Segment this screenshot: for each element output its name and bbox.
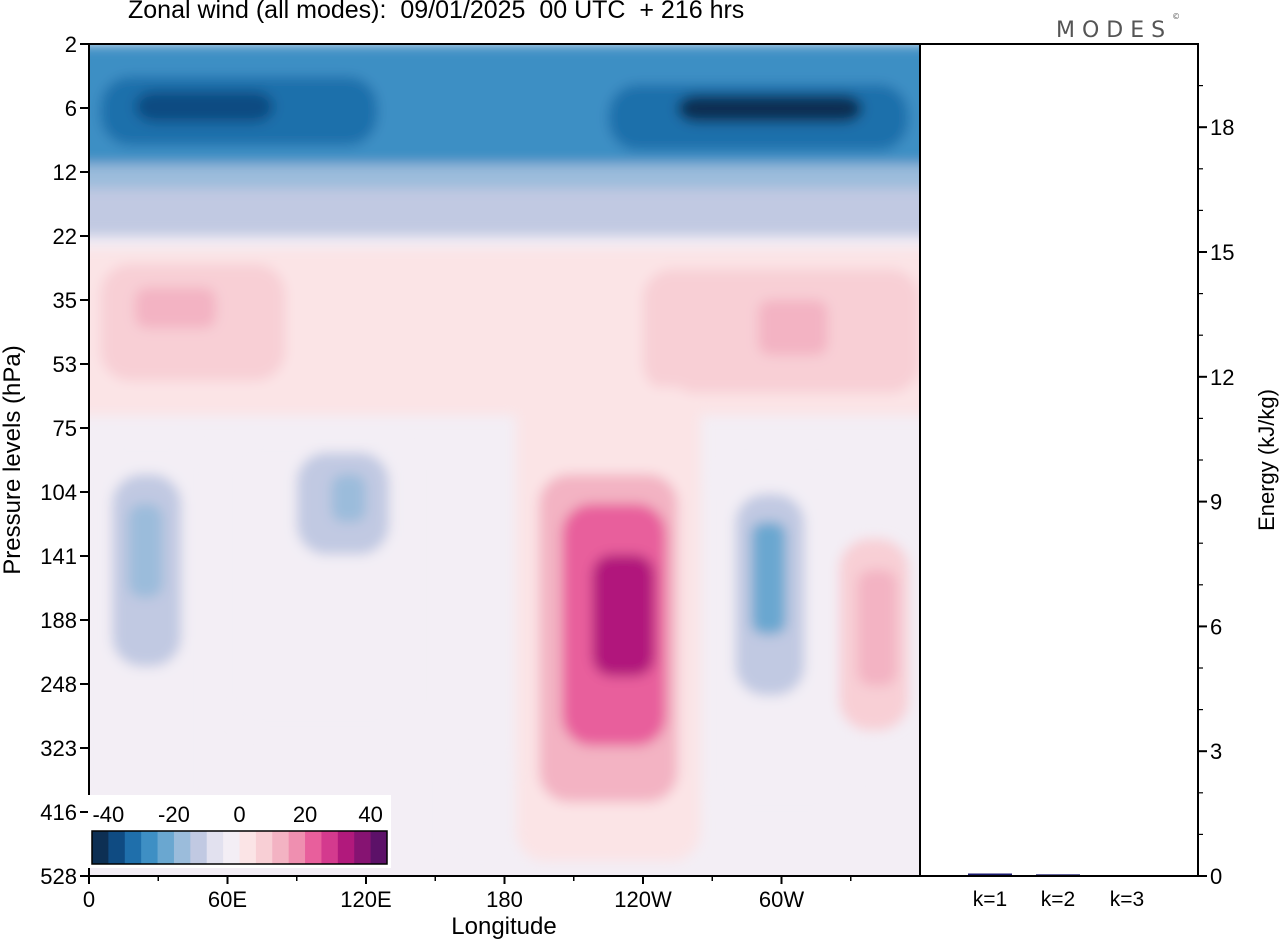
x-tick-label: 120E — [340, 887, 391, 912]
energy-tick-label: 18 — [1210, 115, 1234, 140]
energy-frame — [919, 43, 1199, 877]
energy-axis-label: Energy (kJ/kg) — [1254, 389, 1279, 531]
colorbar-frame — [91, 830, 388, 865]
y-tick-label: 416 — [40, 800, 77, 825]
y-tick-label: 22 — [53, 224, 77, 249]
heatmap-field — [89, 44, 920, 876]
logo-copyright-mark: © — [1172, 11, 1181, 21]
colorbar-tick-label: -20 — [158, 802, 190, 827]
easterly-core-2 — [331, 474, 366, 523]
strat-jet-core-west — [135, 91, 274, 123]
y-tick-label: 12 — [53, 160, 77, 185]
y-tick-label: 6 — [65, 96, 77, 121]
x-tick-label: 180 — [486, 887, 523, 912]
y-tick-label: 248 — [40, 672, 77, 697]
colorbar-swatch — [370, 831, 388, 864]
y-tick-label: 141 — [40, 544, 77, 569]
easterly-surface — [446, 753, 517, 876]
colorbar-swatch — [272, 831, 290, 864]
colorbar-tick-label: 20 — [293, 802, 317, 827]
colorbar-tick-label: 40 — [358, 802, 382, 827]
colorbar-swatch — [288, 831, 306, 864]
energy-bar — [968, 873, 1012, 876]
colorbar-swatch — [157, 831, 175, 864]
colorbar-swatch — [305, 831, 322, 864]
y-tick-label: 35 — [53, 288, 77, 313]
y-axis-label: Pressure levels (hPa) — [0, 345, 26, 574]
x-tick-label: 120W — [614, 887, 672, 912]
energy-bar-label: k=1 — [973, 888, 1007, 911]
colorbar-swatch — [255, 831, 273, 864]
y-tick-label: 104 — [40, 480, 77, 505]
colorbar-swatch — [239, 831, 257, 864]
colorbar-swatch — [321, 831, 339, 864]
colorbar-swatch — [223, 831, 240, 864]
energy-bar-label: k=2 — [1041, 888, 1075, 911]
energy-tick-label: 15 — [1210, 240, 1234, 265]
colorbar-swatch — [173, 831, 191, 864]
x-axis-ticks: 0 60E 120E 180 120W 60W — [83, 876, 852, 912]
energy-tick-label: 3 — [1210, 739, 1222, 764]
colorbar-tick-label: 0 — [233, 802, 245, 827]
colorbar: -40 -20 0 20 40 — [88, 795, 391, 868]
energy-axis-ticks: 0 3 6 9 12 15 18 — [1198, 84, 1234, 889]
energy-tick-label: 9 — [1210, 490, 1222, 515]
energy-tick-label: 6 — [1210, 614, 1222, 639]
y-tick-label: 323 — [40, 736, 77, 761]
colorbar-swatch — [141, 831, 159, 864]
energy-bar-label: k=3 — [1110, 888, 1144, 911]
colorbar-swatch — [92, 831, 109, 864]
colorbar-swatch — [108, 831, 126, 864]
colorbar-swatch — [206, 831, 224, 864]
westerly-max-east — [758, 300, 828, 356]
colorbar-swatch — [124, 831, 142, 864]
energy-bars: k=1 k=2 k=3 — [968, 873, 1149, 911]
x-tick-label: 60E — [208, 887, 247, 912]
x-axis-label: Longitude — [451, 913, 556, 940]
westerly-east-core — [857, 569, 897, 686]
y-tick-label: 188 — [40, 608, 77, 633]
energy-tick-label: 0 — [1210, 864, 1222, 889]
heatmap-contours — [89, 44, 920, 876]
easterly-core-3 — [751, 522, 787, 635]
modes-logo: MODES© — [1056, 12, 1180, 43]
colorbar-tick-label: -40 — [92, 802, 124, 827]
logo-text: MODES — [1056, 18, 1173, 43]
y-tick-label: 75 — [53, 416, 77, 441]
y-tick-label: 53 — [53, 352, 77, 377]
strat-jet-core-east — [677, 95, 863, 123]
y-tick-label: 2 — [65, 32, 77, 57]
x-tick-label: 60W — [759, 887, 804, 912]
colorbar-swatch — [190, 831, 208, 864]
colorbar-swatch — [337, 831, 355, 864]
x-tick-label: 0 — [83, 887, 95, 912]
westerly-duct-core — [592, 554, 655, 677]
easterly-core-1 — [128, 503, 163, 598]
y-tick-label: 528 — [40, 864, 77, 889]
y-axis-ticks: 2 6 12 22 35 53 75 104 141 188 248 323 416 528 — [40, 32, 89, 889]
energy-tick-label: 12 — [1210, 365, 1234, 390]
westerly-max-west — [135, 287, 216, 329]
colorbar-swatch — [354, 831, 372, 864]
chart-title: Zonal wind (all modes): 09/01/2025 00 UT… — [128, 0, 745, 24]
